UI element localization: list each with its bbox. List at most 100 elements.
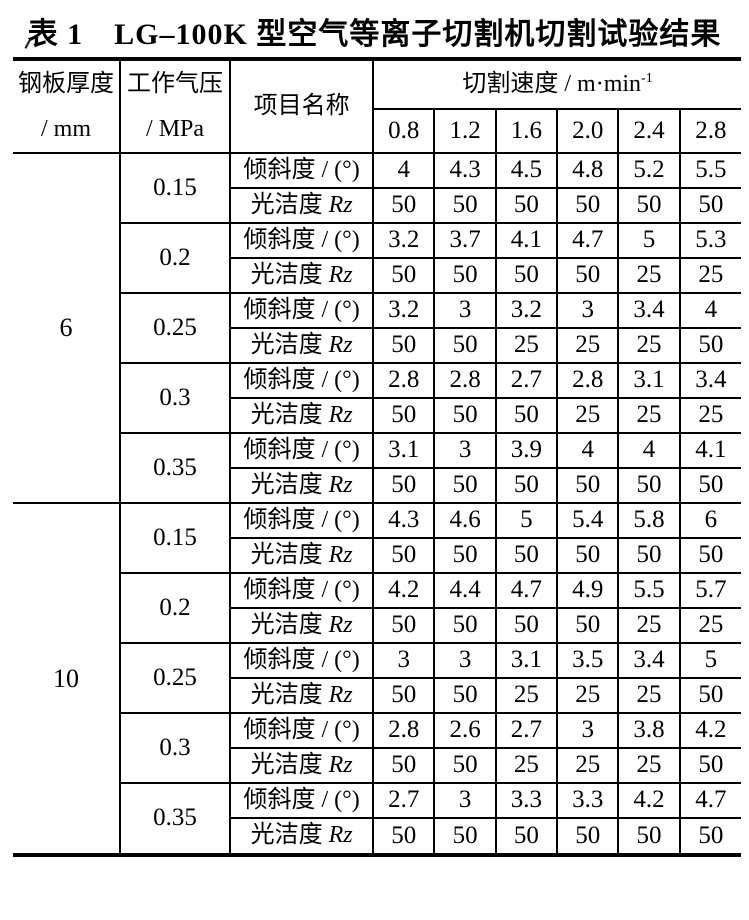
finish-value-cell: 50 — [372, 397, 436, 434]
incline-value-cell: 4 — [372, 152, 436, 189]
header-speed-cell: 2.0 — [556, 108, 620, 154]
table-row: 光洁度 Rz 50 50 25 25 25 50 — [13, 327, 743, 364]
finish-value-cell: 50 — [433, 397, 497, 434]
thickness-cell: 6 — [11, 152, 122, 504]
finish-label-text: 光洁度 — [250, 541, 323, 568]
table-body: 6 0.15 倾斜度 / (°) 4 4.3 4.5 4.8 5.2 5.5 光… — [11, 152, 743, 854]
pressure-cell: 0.25 — [119, 292, 232, 364]
pressure-cell: 0.3 — [119, 712, 232, 784]
header-thickness-line1: 钢板厚度 — [18, 70, 115, 97]
finish-value-cell: 25 — [556, 677, 620, 714]
rz-symbol: Rz — [328, 822, 353, 849]
incline-label-cell: 倾斜度 / (°) — [229, 782, 375, 819]
incline-value-cell: 4.1 — [678, 432, 743, 469]
header-speed-cell: 0.8 — [372, 108, 436, 154]
finish-label-text: 光洁度 — [250, 191, 323, 218]
incline-value-cell: 4.2 — [678, 712, 743, 749]
incline-label-cell: 倾斜度 / (°) — [229, 222, 375, 259]
incline-value-cell: 3 — [433, 782, 497, 819]
finish-value-cell: 50 — [372, 327, 436, 364]
finish-value-cell: 50 — [617, 537, 681, 574]
incline-value-cell: 4.8 — [556, 152, 620, 189]
thickness-cell: 10 — [11, 502, 122, 854]
header-pressure-line1: 工作气压 — [127, 70, 224, 97]
table-row: 光洁度 Rz 50 50 50 50 50 50 — [13, 467, 743, 504]
incline-value-cell: 4.2 — [617, 782, 681, 819]
table-row: 光洁度 Rz 50 50 50 50 25 25 — [13, 257, 743, 294]
results-table-frame: 钢板厚度 / mm 工作气压 / MPa 项目名称 切割速度 / m·min-1… — [11, 57, 743, 857]
table-header: 钢板厚度 / mm 工作气压 / MPa 项目名称 切割速度 / m·min-1… — [11, 60, 743, 154]
finish-value-cell: 50 — [494, 817, 559, 854]
incline-value-cell: 3.2 — [372, 292, 436, 329]
rz-symbol: Rz — [328, 331, 353, 358]
incline-value-cell: 2.7 — [494, 712, 559, 749]
incline-value-cell: 4 — [617, 432, 681, 469]
incline-value-cell: 2.8 — [433, 362, 497, 399]
incline-value-cell: 4.1 — [494, 222, 559, 259]
incline-value-cell: 3 — [556, 712, 620, 749]
finish-value-cell: 25 — [678, 397, 743, 434]
finish-label-text: 光洁度 — [250, 822, 323, 849]
finish-value-cell: 25 — [556, 747, 620, 784]
table-row: 光洁度 Rz 50 50 50 50 50 50 — [13, 537, 743, 574]
finish-value-cell: 50 — [372, 747, 436, 784]
header-pressure-line2: / MPa — [146, 115, 205, 142]
finish-label-cell: 光洁度 Rz — [229, 327, 375, 364]
incline-value-cell: 3 — [433, 642, 497, 679]
incline-value-cell: 5 — [617, 222, 681, 259]
finish-value-cell: 50 — [494, 257, 559, 294]
rz-symbol: Rz — [328, 611, 353, 638]
incline-label-cell: 倾斜度 / (°) — [229, 152, 375, 189]
finish-value-cell: 50 — [678, 467, 743, 504]
results-table: 钢板厚度 / mm 工作气压 / MPa 项目名称 切割速度 / m·min-1… — [11, 60, 743, 854]
finish-value-cell: 50 — [372, 607, 436, 644]
finish-value-cell: 25 — [617, 677, 681, 714]
incline-value-cell: 3.2 — [494, 292, 559, 329]
header-row-2: 0.8 1.2 1.6 2.0 2.4 2.8 — [13, 108, 743, 154]
finish-value-cell: 50 — [678, 677, 743, 714]
incline-value-cell: 3.5 — [556, 642, 620, 679]
incline-value-cell: 3.8 — [617, 712, 681, 749]
finish-value-cell: 50 — [433, 677, 497, 714]
incline-value-cell: 5 — [678, 642, 743, 679]
rz-symbol: Rz — [328, 681, 353, 708]
incline-value-cell: 5.4 — [556, 502, 620, 539]
incline-value-cell: 5.5 — [678, 152, 743, 189]
finish-value-cell: 50 — [617, 817, 681, 854]
incline-value-cell: 3.4 — [617, 642, 681, 679]
header-thickness-cell: 钢板厚度 / mm — [11, 60, 122, 154]
finish-value-cell: 50 — [617, 187, 681, 224]
finish-label-cell: 光洁度 Rz — [229, 397, 375, 434]
table-row: 0.35 倾斜度 / (°) 2.7 3 3.3 3.3 4.2 4.7 — [13, 782, 743, 854]
table-row: 光洁度 Rz 50 50 50 50 50 50 — [13, 187, 743, 224]
table-row: 光洁度 Rz 50 50 25 25 25 50 — [13, 677, 743, 714]
pressure-cell: 0.2 — [119, 572, 232, 644]
finish-value-cell: 50 — [433, 257, 497, 294]
incline-value-cell: 3 — [372, 642, 436, 679]
finish-label-cell: 光洁度 Rz — [229, 467, 375, 504]
pressure-cell: 0.15 — [119, 502, 232, 574]
finish-value-cell: 25 — [617, 747, 681, 784]
header-pressure-cell: 工作气压 / MPa — [119, 60, 232, 154]
incline-label-cell: 倾斜度 / (°) — [229, 432, 375, 469]
finish-value-cell: 50 — [678, 747, 743, 784]
finish-label-cell: 光洁度 Rz — [229, 537, 375, 574]
finish-value-cell: 50 — [494, 187, 559, 224]
table-row: 10 0.15 倾斜度 / (°) 4.3 4.6 5 5.4 5.8 6 — [11, 502, 743, 854]
rz-symbol: Rz — [328, 261, 353, 288]
pressure-cell: 0.2 — [119, 222, 232, 294]
finish-label-cell: 光洁度 Rz — [229, 607, 375, 644]
table-row: 光洁度 Rz 50 50 25 25 25 50 — [13, 747, 743, 784]
finish-value-cell: 25 — [678, 257, 743, 294]
incline-value-cell: 3.1 — [372, 432, 436, 469]
header-speed-cell: 2.4 — [617, 108, 681, 154]
incline-value-cell: 3.3 — [494, 782, 559, 819]
incline-label-cell: 倾斜度 / (°) — [229, 292, 375, 329]
finish-label-cell: 光洁度 Rz — [229, 747, 375, 784]
incline-label-cell: 倾斜度 / (°) — [229, 362, 375, 399]
finish-value-cell: 50 — [556, 607, 620, 644]
incline-value-cell: 3 — [556, 292, 620, 329]
header-row-1: 钢板厚度 / mm 工作气压 / MPa 项目名称 切割速度 / m·min-1 — [11, 60, 742, 154]
finish-value-cell: 25 — [494, 747, 559, 784]
incline-value-cell: 3.7 — [433, 222, 497, 259]
